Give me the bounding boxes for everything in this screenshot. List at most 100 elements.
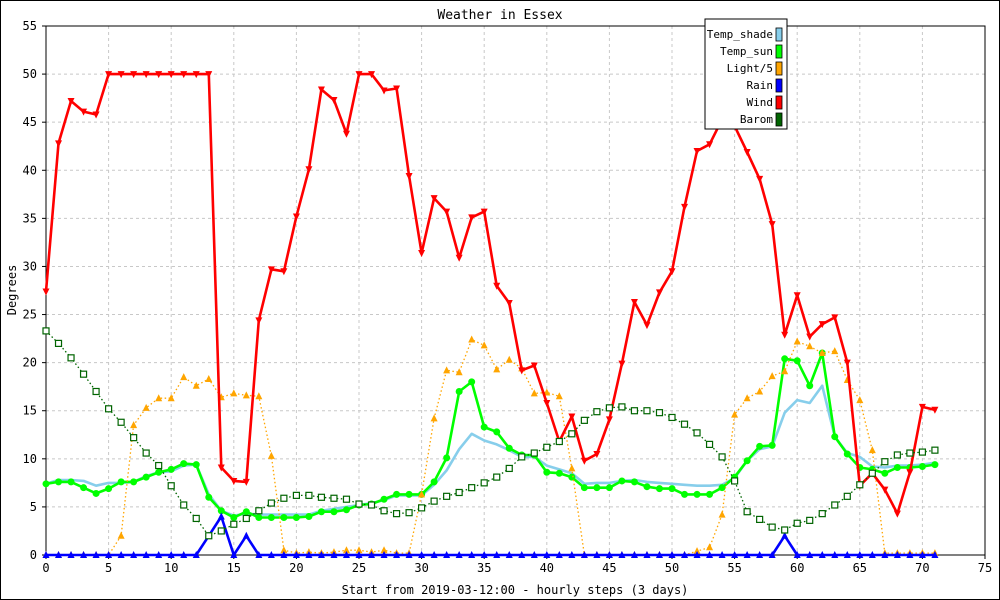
data-point-temp-sun xyxy=(706,490,714,498)
data-point-rain xyxy=(468,551,476,558)
data-point-barom xyxy=(355,500,363,508)
data-point-barom xyxy=(756,515,764,524)
data-point-temp-sun xyxy=(756,442,764,450)
data-point-light-5 xyxy=(230,389,238,397)
data-point-temp-sun xyxy=(555,469,563,477)
data-point-wind xyxy=(255,317,263,325)
data-point-light-5 xyxy=(806,342,814,350)
data-point-rain xyxy=(480,551,488,558)
data-point-light-5 xyxy=(831,347,839,355)
data-point-wind xyxy=(430,195,438,203)
data-point-temp-sun xyxy=(580,484,588,492)
data-point-light-5 xyxy=(242,391,250,399)
data-point-rain xyxy=(856,551,864,558)
data-point-wind xyxy=(393,85,401,93)
data-point-rain xyxy=(718,551,726,558)
data-point-light-5 xyxy=(718,510,726,518)
data-point-wind xyxy=(693,148,701,156)
data-point-rain xyxy=(743,551,751,558)
data-point-temp-sun xyxy=(806,382,814,390)
data-point-barom xyxy=(292,491,300,499)
series-line-rain xyxy=(46,515,935,557)
legend-swatch-rain xyxy=(775,78,783,93)
data-point-barom xyxy=(530,449,538,457)
data-point-temp-sun xyxy=(681,490,689,498)
data-point-rain xyxy=(305,551,313,558)
data-point-barom xyxy=(104,405,113,413)
data-point-light-5 xyxy=(530,389,538,397)
data-point-rain xyxy=(868,551,876,558)
data-point-temp-sun xyxy=(505,444,513,452)
data-point-rain xyxy=(655,551,663,558)
data-point-temp-sun xyxy=(330,508,338,516)
data-point-rain xyxy=(55,551,63,558)
data-point-rain xyxy=(443,551,451,558)
legend-label-temp-sun: Temp_sun xyxy=(720,45,773,58)
data-point-barom xyxy=(493,473,501,481)
data-point-light-5 xyxy=(856,396,864,404)
data-point-wind xyxy=(280,268,288,276)
data-point-light-5 xyxy=(255,392,263,400)
data-point-rain xyxy=(793,551,801,558)
data-point-temp-sun xyxy=(142,473,150,481)
legend-swatch-temp-sun xyxy=(775,44,783,59)
data-point-barom xyxy=(380,507,388,515)
data-point-light-5 xyxy=(743,394,751,402)
data-point-rain xyxy=(217,512,225,520)
data-point-wind xyxy=(831,314,839,322)
data-point-temp-sun xyxy=(67,478,75,486)
data-point-wind xyxy=(380,87,388,95)
data-point-wind xyxy=(167,71,175,79)
data-point-wind xyxy=(643,322,651,330)
data-point-temp-sun xyxy=(718,484,726,492)
data-point-temp-sun xyxy=(918,463,926,471)
data-point-barom xyxy=(781,526,789,534)
data-point-temp-sun xyxy=(242,508,250,516)
data-point-barom xyxy=(693,429,701,437)
x-axis-label: Start from 2019-03-12:00 - hourly steps … xyxy=(342,583,689,597)
data-point-rain xyxy=(518,551,526,558)
data-point-temp-sun xyxy=(105,485,113,493)
legend-label-wind: Wind xyxy=(747,96,774,109)
data-point-temp-sun xyxy=(317,508,325,516)
data-point-rain xyxy=(167,551,175,558)
legend-swatch-temp-shade xyxy=(775,27,783,42)
data-point-barom xyxy=(655,409,664,417)
data-point-wind xyxy=(443,208,451,216)
data-point-rain xyxy=(267,551,275,558)
data-point-barom xyxy=(518,453,526,461)
data-point-temp-sun xyxy=(831,433,839,441)
data-point-temp-sun xyxy=(643,483,651,491)
data-point-light-5 xyxy=(192,381,200,389)
data-point-wind xyxy=(330,97,338,105)
data-point-barom xyxy=(730,477,739,485)
data-point-temp-sun xyxy=(743,457,751,465)
data-point-barom xyxy=(142,449,150,457)
data-point-light-5 xyxy=(480,341,488,349)
data-point-light-5 xyxy=(781,367,789,375)
data-point-barom xyxy=(280,494,288,502)
data-point-wind xyxy=(881,486,889,494)
data-point-temp-sun xyxy=(468,378,476,386)
data-point-rain xyxy=(543,551,551,558)
data-point-rain xyxy=(831,551,839,558)
data-point-wind xyxy=(781,331,789,339)
data-point-temp-sun xyxy=(167,465,175,473)
data-point-light-5 xyxy=(768,372,776,380)
data-point-wind xyxy=(142,71,150,79)
data-point-light-5 xyxy=(756,387,764,395)
data-point-temp-sun xyxy=(255,513,263,521)
data-point-wind xyxy=(906,469,914,477)
data-point-temp-sun xyxy=(42,480,50,488)
x-tick-label: 65 xyxy=(853,561,867,575)
data-point-light-5 xyxy=(280,546,288,554)
data-point-rain xyxy=(893,551,901,558)
data-point-rain xyxy=(931,551,939,558)
data-point-rain xyxy=(843,551,851,558)
chart-title: Weather in Essex xyxy=(437,8,562,23)
data-point-barom xyxy=(130,434,138,442)
data-point-wind xyxy=(42,288,50,296)
data-point-rain xyxy=(292,551,300,558)
data-point-barom xyxy=(267,499,275,507)
y-axis-label: Degrees xyxy=(5,265,19,316)
